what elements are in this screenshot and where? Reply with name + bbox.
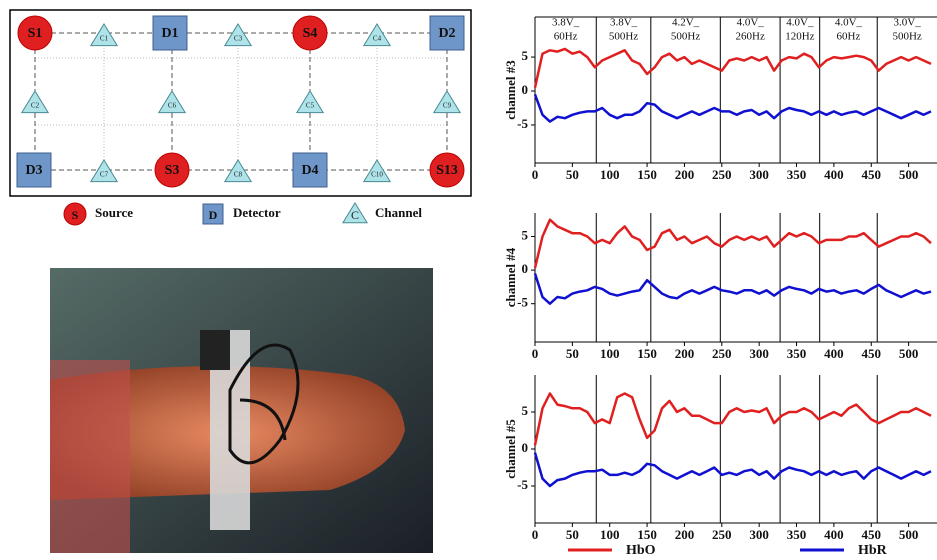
x-tick-label: 100 [600,527,620,542]
node-label: C10 [371,171,383,179]
legend-label: Detector [233,205,281,220]
figure: S1C1D1C3S4C4D2C2C6C5C9D3C7S3C8D4C10S13SS… [0,0,937,560]
node-label: S13 [436,163,458,178]
annotation: 4.2V_ [672,17,700,29]
y-axis-label: channel #5 [503,419,518,479]
y-tick-label: -5 [517,116,528,131]
x-tick-label: 0 [532,167,539,182]
x-tick-label: 500 [899,167,919,182]
legend-symbol: S [72,208,79,222]
series-line [535,274,931,304]
x-tick-label: 50 [566,527,579,542]
x-tick-label: 250 [712,346,732,361]
y-tick-label: 5 [522,403,529,418]
node-label: C2 [31,102,40,110]
y-tick-label: 5 [522,48,529,63]
x-tick-label: 400 [824,346,844,361]
annotation: 3.0V_ [894,17,922,29]
legend-label: Channel [375,205,422,220]
node-label: S3 [165,163,180,178]
x-tick-label: 0 [532,527,539,542]
y-tick-label: 0 [522,82,529,97]
x-tick-label: 500 [899,527,919,542]
x-tick-label: 400 [824,527,844,542]
x-tick-label: 200 [675,346,695,361]
node-label: C7 [100,171,109,179]
x-tick-label: 450 [861,346,881,361]
x-tick-label: 350 [787,346,807,361]
node-label: D2 [438,26,455,41]
y-tick-label: 5 [522,228,529,243]
annotation: 4.0V_ [737,17,765,29]
x-tick-label: 150 [637,527,657,542]
legend-label: HbO [626,543,656,558]
y-tick-label: -5 [517,295,528,310]
annotation: 120Hz [785,31,814,43]
annotation: 4.0V_ [786,17,814,29]
node-label: D3 [25,163,42,178]
y-tick-label: 0 [522,440,529,455]
series-line [535,220,931,268]
annotation: 4.0V_ [835,17,863,29]
annotation: 500Hz [609,31,638,43]
annotation: 60Hz [837,31,861,43]
node-label: C8 [234,171,243,179]
annotation: 500Hz [892,31,921,43]
series-line [535,94,931,121]
node-label: C3 [234,35,243,43]
x-tick-label: 300 [749,167,769,182]
annotation: 3.8V_ [552,17,580,29]
diagram: S1 C1 D1 C3 S4 C4 D2 C2 C6 C5 C9 D3 C7 S3 C8 D4 C10 S13 S S… [17,16,464,225]
x-tick-label: 200 [675,527,695,542]
y-tick-label: -5 [517,477,528,492]
x-tick-label: 250 [712,167,732,182]
series-line [535,394,931,446]
series-line [535,453,931,486]
annotation: 260Hz [736,31,765,43]
legend-label: HbR [858,543,888,558]
node-label: C4 [373,35,382,43]
legend-label: Source [95,205,133,220]
x-tick-label: 100 [600,346,620,361]
y-tick-label: 0 [522,261,529,276]
node-label: C1 [100,35,109,43]
node-label: S1 [28,26,43,41]
series-line [535,49,931,88]
y-axis-label: channel #4 [503,247,518,307]
annotation: 60Hz [554,31,578,43]
x-tick-label: 50 [566,346,579,361]
photo [50,268,433,553]
x-tick-label: 250 [712,527,732,542]
legend-symbol: C [351,208,359,222]
x-tick-label: 350 [787,527,807,542]
x-tick-label: 100 [600,167,620,182]
node-label: C6 [168,102,177,110]
x-tick-label: 150 [637,167,657,182]
y-axis-label: channel #3 [503,60,518,120]
x-tick-label: 450 [861,167,881,182]
x-tick-label: 400 [824,167,844,182]
x-tick-label: 450 [861,527,881,542]
x-tick-label: 50 [566,167,579,182]
x-tick-label: 0 [532,346,539,361]
node-label: D1 [161,26,178,41]
node-label: D4 [301,163,318,178]
legend-symbol: D [209,208,218,222]
x-tick-label: 300 [749,527,769,542]
node-label: C9 [443,102,452,110]
x-tick-label: 200 [675,167,695,182]
node-label: C5 [306,102,315,110]
node-label: S4 [303,26,318,41]
annotation: 500Hz [671,31,700,43]
x-tick-label: 300 [749,346,769,361]
x-tick-label: 350 [787,167,807,182]
x-tick-label: 500 [899,346,919,361]
x-tick-label: 150 [637,346,657,361]
annotation: 3.8V_ [610,17,638,29]
